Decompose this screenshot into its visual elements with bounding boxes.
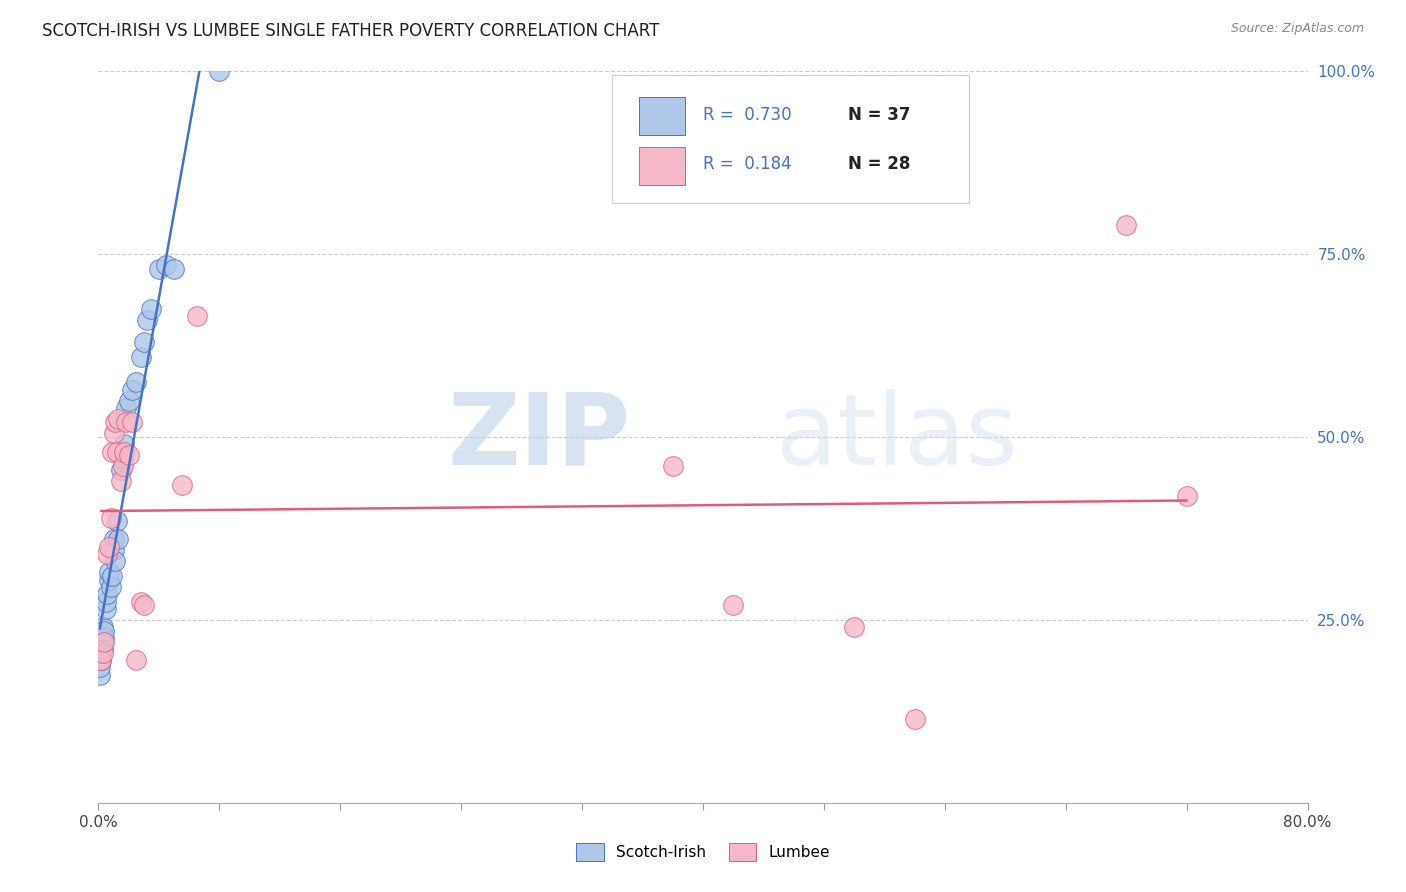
Point bbox=[1115, 218, 1137, 232]
Point bbox=[125, 376, 148, 390]
Point bbox=[101, 444, 124, 458]
Point bbox=[112, 444, 135, 458]
Point bbox=[114, 401, 136, 415]
Point bbox=[163, 261, 186, 276]
Point bbox=[101, 569, 124, 583]
Point bbox=[129, 594, 152, 608]
Point bbox=[118, 448, 141, 462]
Point bbox=[98, 566, 121, 580]
Point bbox=[112, 437, 135, 451]
Text: N = 37: N = 37 bbox=[848, 105, 911, 123]
Point bbox=[148, 261, 170, 276]
Point bbox=[105, 514, 128, 528]
Point bbox=[94, 594, 117, 608]
Text: Source: ZipAtlas.com: Source: ZipAtlas.com bbox=[1230, 22, 1364, 36]
Point bbox=[90, 646, 112, 660]
Point bbox=[105, 444, 128, 458]
Point bbox=[91, 646, 114, 660]
Point bbox=[129, 350, 152, 364]
Point bbox=[103, 426, 125, 441]
Point bbox=[844, 620, 866, 634]
Point bbox=[110, 474, 132, 488]
Point bbox=[661, 459, 683, 474]
Point bbox=[107, 412, 129, 426]
Point bbox=[208, 64, 231, 78]
Text: atlas: atlas bbox=[776, 389, 1017, 485]
Point bbox=[96, 587, 118, 601]
Point bbox=[904, 712, 927, 726]
Point bbox=[93, 624, 115, 638]
Point bbox=[141, 301, 163, 317]
Point bbox=[98, 540, 121, 554]
Point bbox=[1175, 489, 1198, 503]
Point bbox=[155, 258, 177, 272]
Point bbox=[91, 627, 114, 641]
Point bbox=[90, 653, 112, 667]
Point bbox=[91, 635, 114, 649]
Point bbox=[91, 642, 114, 657]
Point bbox=[111, 452, 134, 467]
Point bbox=[104, 416, 127, 430]
Point bbox=[100, 580, 122, 594]
FancyBboxPatch shape bbox=[613, 75, 969, 203]
Point bbox=[90, 653, 112, 667]
Point bbox=[110, 463, 132, 477]
Legend: Scotch-Irish, Lumbee: Scotch-Irish, Lumbee bbox=[568, 836, 838, 868]
Point bbox=[121, 383, 143, 397]
Text: SCOTCH-IRISH VS LUMBEE SINGLE FATHER POVERTY CORRELATION CHART: SCOTCH-IRISH VS LUMBEE SINGLE FATHER POV… bbox=[42, 22, 659, 40]
Text: ZIP: ZIP bbox=[447, 389, 630, 485]
Point bbox=[103, 543, 125, 558]
FancyBboxPatch shape bbox=[638, 97, 685, 135]
Point bbox=[125, 653, 148, 667]
Point bbox=[132, 334, 155, 349]
Point bbox=[118, 393, 141, 408]
Point bbox=[93, 632, 115, 646]
Point bbox=[114, 416, 136, 430]
Point bbox=[91, 620, 114, 634]
Point bbox=[723, 599, 745, 613]
Point bbox=[93, 635, 115, 649]
Point bbox=[96, 547, 118, 561]
Point bbox=[98, 573, 121, 587]
Point bbox=[121, 416, 143, 430]
Text: R =  0.184: R = 0.184 bbox=[703, 155, 792, 173]
Point bbox=[170, 477, 193, 491]
Point bbox=[89, 660, 111, 674]
Point bbox=[100, 510, 122, 524]
Point bbox=[94, 602, 117, 616]
Point bbox=[89, 667, 111, 681]
FancyBboxPatch shape bbox=[638, 146, 685, 185]
Point bbox=[135, 313, 157, 327]
Point bbox=[111, 459, 134, 474]
Point bbox=[186, 310, 208, 324]
Point bbox=[132, 599, 155, 613]
Point bbox=[107, 533, 129, 547]
Point bbox=[103, 533, 125, 547]
Text: R =  0.730: R = 0.730 bbox=[703, 105, 792, 123]
Text: N = 28: N = 28 bbox=[848, 155, 911, 173]
Point bbox=[104, 554, 127, 568]
